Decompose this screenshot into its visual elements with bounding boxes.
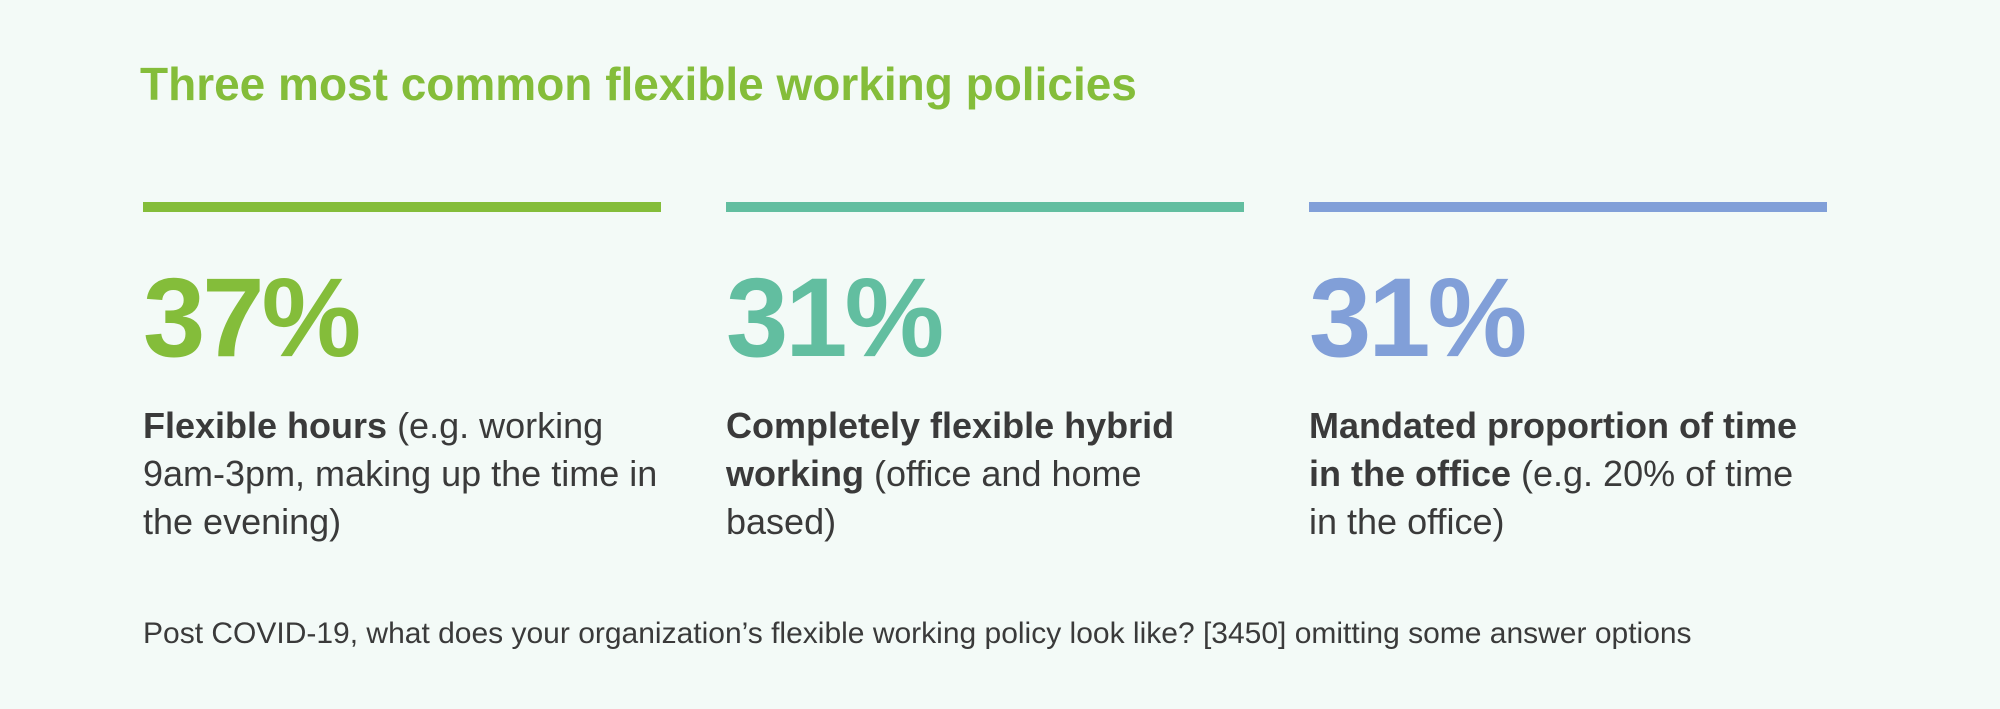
- stat-description-bold: Mandated proportion of time in the offic…: [1309, 405, 1797, 494]
- stat-value: 37%: [143, 255, 361, 380]
- stat-rule: [1309, 202, 1827, 212]
- stat-description-rest: (office and home based): [726, 453, 1142, 542]
- stat-description-bold: Flexible hours: [143, 405, 388, 446]
- stat-description-rest: (e.g. 20% of time in the office): [1309, 453, 1794, 542]
- stat-value: 31%: [726, 255, 944, 380]
- stat-value: 31%: [1309, 255, 1527, 380]
- stat-rule: [726, 202, 1244, 212]
- stat-description-bold: Completely flexible hybrid working: [726, 405, 1175, 494]
- stat-description-rest: (e.g. working 9am-3pm, making up the tim…: [143, 405, 658, 542]
- stat-hybrid-working: 31% Completely flexible hybrid working (…: [726, 202, 1244, 546]
- stat-flexible-hours: 37% Flexible hours (e.g. working 9am-3pm…: [143, 202, 661, 546]
- chart-title: Three most common flexible working polic…: [140, 58, 1137, 110]
- stat-description: Completely flexible hybrid working (offi…: [726, 402, 1244, 546]
- stat-row: 37% Flexible hours (e.g. working 9am-3pm…: [143, 202, 1828, 546]
- chart-footnote: Post COVID-19, what does your organizati…: [143, 617, 1692, 650]
- stat-mandated-office-time: 31% Mandated proportion of time in the o…: [1309, 202, 1827, 546]
- stat-description: Flexible hours (e.g. working 9am-3pm, ma…: [143, 402, 661, 546]
- stat-rule: [143, 202, 661, 212]
- stat-description: Mandated proportion of time in the offic…: [1309, 402, 1827, 546]
